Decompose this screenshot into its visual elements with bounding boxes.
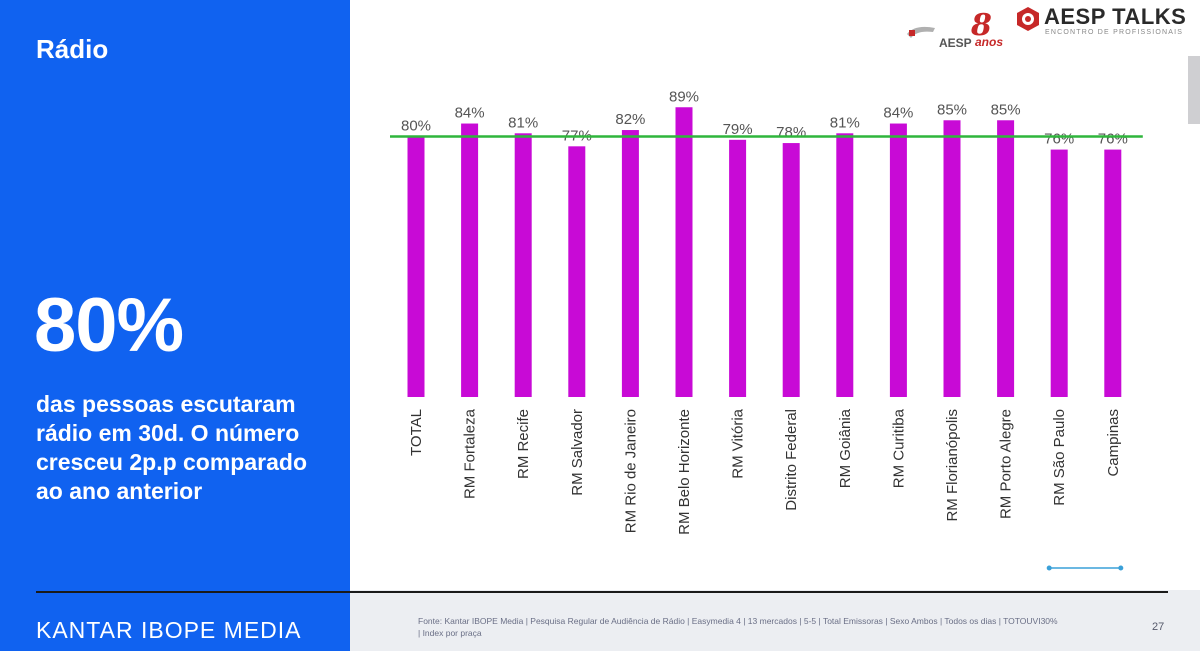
data-label-5: 89%	[669, 88, 699, 105]
brand-subtitle: ENCONTRO DE PROFISSIONAIS	[1045, 29, 1184, 36]
data-label-8: 81%	[830, 114, 860, 131]
swoosh-icon	[907, 26, 935, 38]
data-label-2: 81%	[508, 114, 538, 131]
bar-13	[1104, 149, 1122, 397]
category-label-4: RM Rio de Janeiro	[622, 409, 639, 533]
source-footnote: Fonte: Kantar IBOPE Media | Pesquisa Reg…	[418, 616, 1058, 638]
brand-title: AESP TALKS	[1044, 4, 1187, 29]
data-label-13: 76%	[1098, 131, 1128, 148]
headline-stat: 80%	[34, 283, 184, 368]
data-label-9: 84%	[883, 105, 913, 122]
bar-7	[782, 143, 800, 397]
category-label-7: Distrito Federal	[783, 409, 800, 511]
bar-0	[407, 136, 425, 398]
bar-10	[943, 120, 961, 398]
aesp-label: AESP	[939, 36, 972, 50]
bar-2	[514, 133, 532, 398]
bar-11	[997, 120, 1015, 398]
bar-5	[675, 107, 693, 397]
hexagon-icon	[1017, 7, 1039, 31]
kantar-ibope-logo: KANTAR IBOPE MEDIA	[36, 617, 302, 643]
category-label-5: RM Belo Horizonte	[676, 409, 693, 535]
scroll-edge	[1188, 56, 1200, 124]
data-label-7: 78%	[776, 124, 806, 141]
accent-dot-start	[1046, 565, 1052, 571]
category-label-12: RM São Paulo	[1051, 409, 1068, 506]
bar-12	[1050, 149, 1068, 397]
bar-4	[621, 130, 639, 397]
category-label-3: RM Salvador	[569, 409, 586, 496]
category-label-8: RM Goiânia	[837, 408, 854, 488]
category-label-9: RM Curitiba	[890, 408, 907, 488]
bar-3	[568, 146, 586, 397]
data-label-11: 85%	[991, 101, 1021, 118]
data-label-12: 76%	[1044, 131, 1074, 148]
category-label-11: RM Porto Alegre	[998, 409, 1015, 519]
data-label-0: 80%	[401, 118, 431, 135]
bar-1	[461, 123, 479, 398]
data-label-10: 85%	[937, 101, 967, 118]
page-number: 27	[1152, 621, 1165, 633]
bar-6	[729, 139, 747, 398]
footer-divider	[36, 591, 1168, 593]
accent-dot-end	[1118, 565, 1124, 571]
footer-logo-area	[0, 590, 350, 651]
category-label-0: TOTAL	[408, 409, 425, 456]
aesp-talks-logo: AESP 8 anos AESP TALKS ENCONTRO DE PROFI…	[905, 2, 1197, 50]
anos-label: anos	[975, 35, 1004, 49]
data-label-4: 82%	[615, 111, 645, 128]
bar-9	[889, 123, 907, 398]
data-label-1: 84%	[455, 105, 485, 122]
stat-description: das pessoas escutaram rádio em 30d. O nú…	[36, 391, 307, 504]
left-panel: Rádio 80% das pessoas escutaram rádio em…	[0, 0, 350, 651]
category-label-10: RM Florianópolis	[944, 409, 961, 522]
bar-8	[836, 133, 854, 398]
anos-number: 8	[971, 8, 992, 43]
section-title: Rádio	[36, 34, 109, 64]
category-label-6: RM Vitória	[730, 408, 747, 478]
category-label-1: RM Fortaleza	[462, 408, 479, 499]
category-label-13: Campinas	[1105, 409, 1122, 477]
data-label-6: 79%	[723, 121, 753, 138]
category-label-2: RM Recife	[515, 409, 532, 479]
